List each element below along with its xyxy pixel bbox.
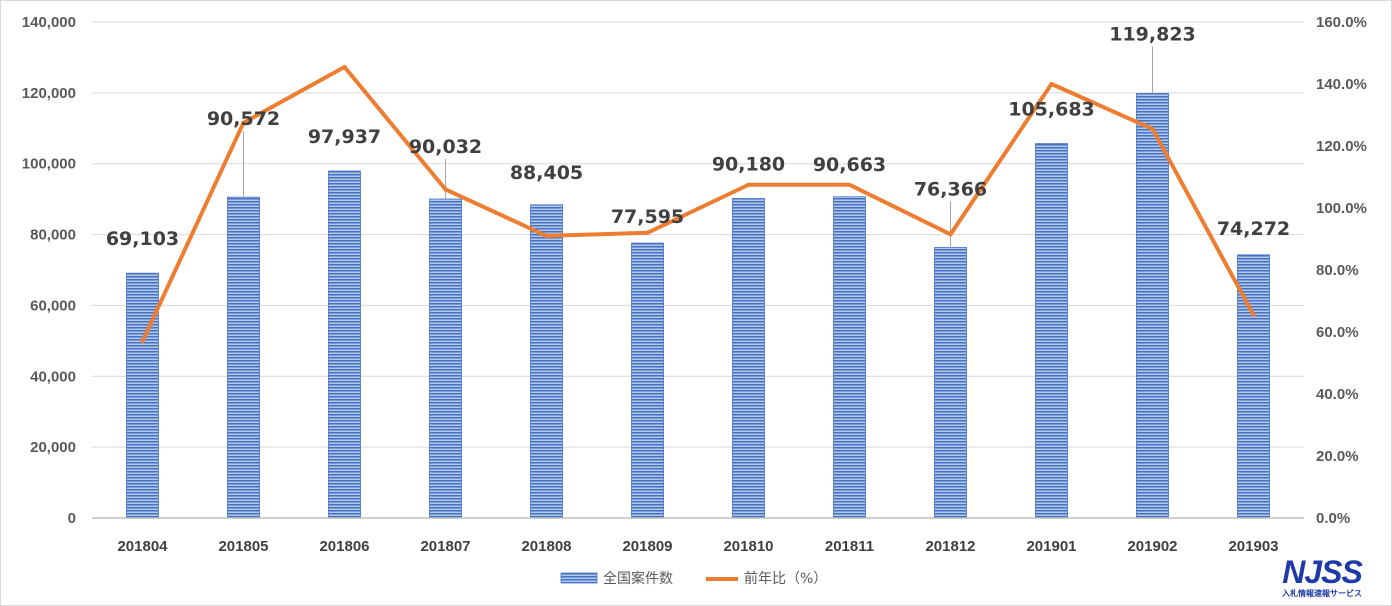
bar-data-label: 76,366: [914, 178, 987, 200]
y-left-tick-label: 140,000: [22, 14, 76, 31]
x-tick-label: 201902: [1127, 538, 1177, 555]
y-right-tick-label: 160.0%: [1316, 14, 1367, 31]
bar: [429, 198, 462, 519]
legend-bar-label: 全国案件数: [603, 570, 673, 587]
x-tick-label: 201809: [622, 538, 672, 555]
y-left-tick-label: 120,000: [22, 85, 76, 102]
y-right-tick-label: 0.0%: [1316, 510, 1350, 527]
bar: [631, 242, 664, 519]
bar: [530, 204, 563, 519]
y-right-tick-label: 80.0%: [1316, 262, 1359, 279]
logo-tagline: 入札情報速報サービス: [1282, 589, 1362, 598]
y-left-tick-label: 80,000: [30, 227, 76, 244]
y-right-tick-label: 100.0%: [1316, 200, 1367, 217]
y-right-tick-label: 120.0%: [1316, 138, 1367, 155]
line-point: [847, 182, 852, 187]
bar-data-label: 77,595: [611, 206, 684, 228]
y-right-tick-label: 60.0%: [1316, 324, 1359, 341]
bar-data-label: 97,937: [308, 126, 381, 148]
bar: [833, 196, 866, 519]
x-tick-label: 201804: [117, 538, 168, 555]
bar-data-label: 119,823: [1109, 23, 1196, 45]
bar-data-label: 90,663: [813, 154, 886, 176]
bar-data-label: 90,572: [207, 108, 280, 130]
bar: [126, 272, 159, 519]
line-point: [645, 230, 650, 235]
bar-data-label: 90,180: [712, 154, 785, 176]
x-tick-label: 201805: [218, 538, 268, 555]
y-left-tick-label: 60,000: [30, 297, 76, 314]
bar: [1035, 143, 1068, 519]
line-point: [1251, 312, 1256, 317]
bar-data-label: 69,103: [106, 228, 179, 250]
line-point: [241, 120, 246, 125]
bar: [934, 247, 967, 519]
y-right-tick-label: 20.0%: [1316, 448, 1359, 465]
bar-data-label: 88,405: [510, 162, 583, 184]
y-right-tick-label: 140.0%: [1316, 76, 1367, 93]
y-left-tick-label: 20,000: [30, 439, 76, 456]
x-tick-label: 201808: [521, 538, 571, 555]
bar: [732, 198, 765, 519]
x-tick-label: 201903: [1228, 538, 1278, 555]
bar: [1136, 93, 1169, 519]
line-point: [342, 64, 347, 69]
line-point: [1049, 82, 1054, 86]
bar-data-label: 74,272: [1217, 218, 1290, 240]
label-leader-lines: [243, 46, 1153, 248]
bar: [328, 170, 361, 519]
line-point: [746, 182, 751, 187]
gridlines: [92, 21, 1304, 448]
y-left-tick-label: 0: [68, 510, 76, 527]
y-right-tick-label: 40.0%: [1316, 386, 1359, 403]
bar-data-label: 105,683: [1008, 99, 1095, 121]
x-tick-label: 201811: [825, 538, 874, 555]
bar: [227, 196, 260, 519]
x-tick-label: 201901: [1026, 538, 1076, 555]
logo-wordmark: NJSS: [1282, 554, 1363, 590]
x-tick-label: 201812: [925, 538, 975, 555]
line-point: [544, 233, 549, 238]
x-tick-label: 201807: [420, 538, 470, 555]
line-point: [443, 187, 448, 192]
bar-series: [126, 93, 1270, 519]
line-point: [1150, 126, 1155, 131]
bar-data-label: 90,032: [409, 136, 482, 158]
data-labels: 69,103 90,572 97,937 90,032 88,405 77,595 90,1…: [106, 23, 1290, 250]
line-point: [948, 232, 953, 237]
njss-logo: NJSS 入札情報速報サービス: [1266, 555, 1378, 601]
y-left-tick-label: 40,000: [30, 368, 76, 385]
x-tick-label: 201806: [319, 538, 369, 555]
line-point: [140, 339, 145, 344]
legend-line-label: 前年比（%）: [744, 570, 827, 587]
legend: 全国案件数 前年比（%）: [560, 570, 827, 587]
legend-bar-swatch: [560, 572, 598, 584]
axes: 0 20,000 40,000 60,000 80,000 100,000 120,000 1…: [22, 14, 1367, 555]
x-tick-label: 201810: [723, 538, 773, 555]
line-series: [140, 64, 1256, 344]
line-path: [140, 64, 1256, 344]
y-left-tick-label: 100,000: [22, 156, 76, 173]
